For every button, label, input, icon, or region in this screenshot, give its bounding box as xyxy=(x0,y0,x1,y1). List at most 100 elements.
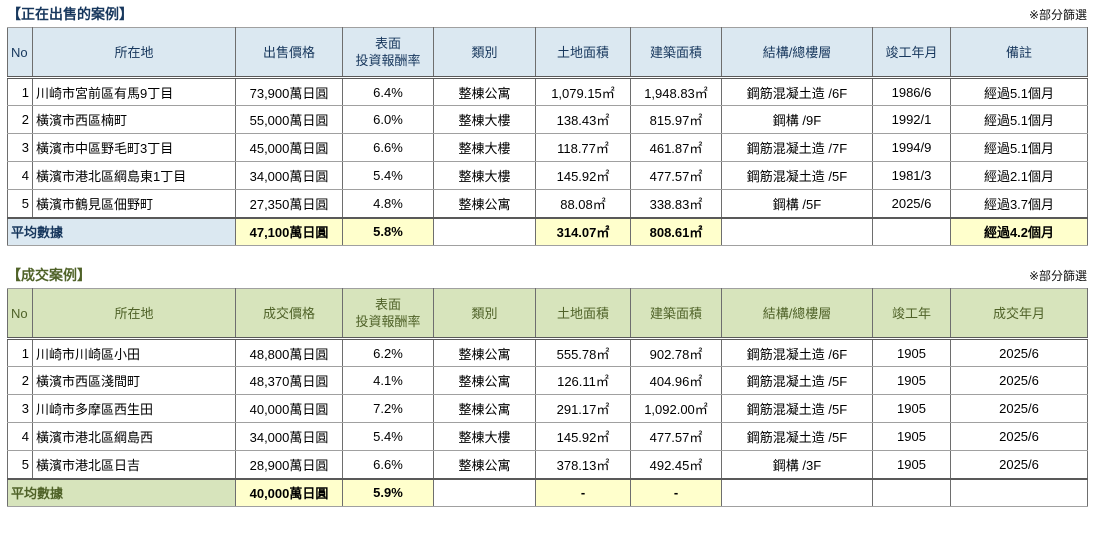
selling-filter-note: ※部分篩選 xyxy=(1028,8,1087,22)
table-row: 1 川崎市宮前區有馬9丁目 73,900萬日圓 6.4% 整棟公寓 1,079.15㎡ 1,… xyxy=(7,77,1088,106)
cell: 5 xyxy=(7,189,33,218)
cell: 1994/9 xyxy=(872,133,951,162)
cell: 1 xyxy=(7,77,33,106)
cell: 1905 xyxy=(872,338,951,367)
cell: 1905 xyxy=(872,366,951,395)
cell: 378.13㎡ xyxy=(535,450,631,479)
cell: 55,000萬日圓 xyxy=(235,105,343,134)
cell: 138.43㎡ xyxy=(535,105,631,134)
col-header-land-area: 土地面積 xyxy=(535,288,631,340)
cell: 1 xyxy=(7,338,33,367)
cell: 整棟公寓 xyxy=(433,77,536,106)
cell: 6.0% xyxy=(342,105,434,134)
cell: 40,000萬日圓 xyxy=(235,394,343,423)
cell: 整棟大樓 xyxy=(433,422,536,451)
cell: 整棟公寓 xyxy=(433,366,536,395)
cell: 整棟大樓 xyxy=(433,105,536,134)
cell: 橫濱市中區野毛町3丁目 xyxy=(32,133,236,162)
average-structure-empty xyxy=(721,477,873,507)
selling-average-row: 平均數據 47,100萬日圓 5.8% 314.07㎡ 808.61㎡ 經過4.… xyxy=(7,216,1088,246)
cell: 4.1% xyxy=(342,366,434,395)
cell: 404.96㎡ xyxy=(630,366,722,395)
col-header-completion-year: 竣工年 xyxy=(872,288,951,340)
average-land-area: - xyxy=(535,477,631,507)
cell: 477.57㎡ xyxy=(630,422,722,451)
cell: 5.4% xyxy=(342,161,434,190)
cell: 555.78㎡ xyxy=(535,338,631,367)
cell: 1905 xyxy=(872,450,951,479)
average-land-area: 314.07㎡ xyxy=(535,216,631,246)
average-building-area: 808.61㎡ xyxy=(630,216,722,246)
cell: 2025/6 xyxy=(950,338,1088,367)
cell: 2025/6 xyxy=(950,450,1088,479)
col-header-structure-floors: 結構/總樓層 xyxy=(721,288,873,340)
cell: 橫濱市港北區綱島東1丁目 xyxy=(32,161,236,190)
cell: 鋼筋混凝土造 /5F xyxy=(721,161,873,190)
cell: 鋼筋混凝土造 /5F xyxy=(721,422,873,451)
cell: 118.77㎡ xyxy=(535,133,631,162)
cell: 815.97㎡ xyxy=(630,105,722,134)
col-header-location: 所在地 xyxy=(32,288,236,340)
cell: 6.4% xyxy=(342,77,434,106)
cell: 2025/6 xyxy=(950,366,1088,395)
cell: 3 xyxy=(7,133,33,162)
average-sale-price: 47,100萬日圓 xyxy=(235,216,343,246)
average-building-area: - xyxy=(630,477,722,507)
cell: 45,000萬日圓 xyxy=(235,133,343,162)
cell: 川崎市川崎區小田 xyxy=(32,338,236,367)
cell: 4 xyxy=(7,161,33,190)
cell: 34,000萬日圓 xyxy=(235,161,343,190)
cell: 1905 xyxy=(872,394,951,423)
sold-table: No 所在地 成交價格 表面 投資報酬率 類別 土地面積 建築面積 結構/總樓層… xyxy=(7,288,1088,507)
sold-header-row: No 所在地 成交價格 表面 投資報酬率 類別 土地面積 建築面積 結構/總樓層… xyxy=(7,288,1088,340)
average-label: 平均數據 xyxy=(7,216,236,246)
col-header-no: No xyxy=(7,27,33,79)
cell: 鋼筋混凝土造 /5F xyxy=(721,394,873,423)
cell: 川崎市宮前區有馬9丁目 xyxy=(32,77,236,106)
sold-table-body: 1 川崎市川崎區小田 48,800萬日圓 6.2% 整棟公寓 555.78㎡ 902.78㎡… xyxy=(7,338,1088,479)
col-header-location: 所在地 xyxy=(32,27,236,79)
selling-section-title: 【正在出售的案例】 xyxy=(7,6,133,22)
col-header-category: 類別 xyxy=(433,288,536,340)
cell: 4.8% xyxy=(342,189,434,218)
cell: 1905 xyxy=(872,422,951,451)
cell: 902.78㎡ xyxy=(630,338,722,367)
average-structure-empty xyxy=(721,216,873,246)
cell: 2 xyxy=(7,105,33,134)
table-row: 4 橫濱市港北區綱島西 34,000萬日圓 5.4% 整棟大樓 145.92㎡ 477.57… xyxy=(7,422,1088,451)
cell: 鋼筋混凝土造 /6F xyxy=(721,77,873,106)
cell: 126.11㎡ xyxy=(535,366,631,395)
cell: 338.83㎡ xyxy=(630,189,722,218)
average-gross-yield: 5.9% xyxy=(342,477,434,507)
cell: 145.92㎡ xyxy=(535,422,631,451)
sold-filter-note: ※部分篩選 xyxy=(1028,269,1087,283)
col-header-building-area: 建築面積 xyxy=(630,288,722,340)
cell: 經過5.1個月 xyxy=(950,105,1088,134)
cell: 2025/6 xyxy=(872,189,951,218)
cell: 145.92㎡ xyxy=(535,161,631,190)
cell: 6.2% xyxy=(342,338,434,367)
cell: 88.08㎡ xyxy=(535,189,631,218)
cell: 73,900萬日圓 xyxy=(235,77,343,106)
cell: 鋼筋混凝土造 /7F xyxy=(721,133,873,162)
average-label: 平均數據 xyxy=(7,477,236,507)
cell: 48,370萬日圓 xyxy=(235,366,343,395)
average-completion-empty xyxy=(872,216,951,246)
cell: 2025/6 xyxy=(950,394,1088,423)
col-header-category: 類別 xyxy=(433,27,536,79)
cell: 4 xyxy=(7,422,33,451)
cell: 48,800萬日圓 xyxy=(235,338,343,367)
cell: 經過5.1個月 xyxy=(950,133,1088,162)
cell: 3 xyxy=(7,394,33,423)
cell: 整棟公寓 xyxy=(433,338,536,367)
col-header-structure-floors: 結構/總樓層 xyxy=(721,27,873,79)
average-deal-price: 40,000萬日圓 xyxy=(235,477,343,507)
average-category-empty xyxy=(433,216,536,246)
cell: 鋼構 /5F xyxy=(721,189,873,218)
sold-section: 【成交案例】 ※部分篩選 No 所在地 成交價格 表面 投資報酬率 類別 土地面… xyxy=(7,266,1088,507)
col-header-sale-price: 出售價格 xyxy=(235,27,343,79)
cell: 1986/6 xyxy=(872,77,951,106)
sold-section-title: 【成交案例】 xyxy=(7,267,91,283)
